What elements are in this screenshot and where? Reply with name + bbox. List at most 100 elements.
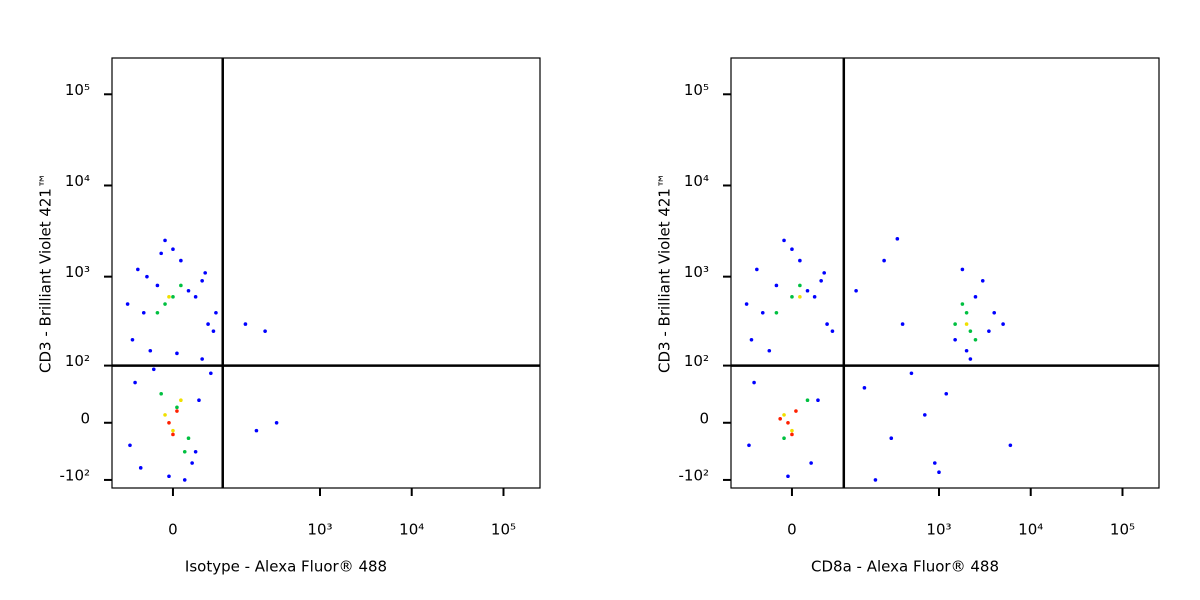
- event-point: [932, 461, 937, 465]
- event-point: [145, 274, 149, 279]
- event-point: [790, 428, 794, 433]
- y-axis-title: CD3 - Brilliant Violet 421™: [656, 173, 674, 373]
- event-point: [200, 279, 204, 283]
- event-point: [782, 238, 786, 243]
- plot-frame: [730, 57, 1160, 489]
- event-point: [973, 295, 978, 299]
- event-point: [179, 258, 183, 263]
- event-point: [136, 267, 140, 272]
- event-point: [171, 247, 175, 252]
- y-tick-label: 10⁵: [65, 81, 90, 99]
- event-point: [175, 409, 179, 413]
- event-point: [964, 311, 969, 315]
- event-point: [889, 436, 894, 441]
- event-point: [992, 311, 997, 315]
- event-point: [175, 405, 179, 410]
- event-point: [774, 283, 779, 288]
- event-point: [953, 338, 957, 342]
- event-point: [786, 474, 790, 479]
- event-point: [155, 311, 160, 315]
- event-point: [964, 348, 969, 353]
- y-tick-label: 10²: [65, 352, 90, 370]
- event-point: [155, 283, 160, 288]
- event-point: [182, 478, 187, 482]
- event-point: [171, 432, 175, 437]
- y-axis-title: CD3 - Brilliant Violet 421™: [37, 173, 55, 373]
- event-point: [163, 238, 167, 243]
- event-point: [798, 295, 802, 299]
- x-tick-label: 0: [168, 521, 178, 539]
- x-axis-title: Isotype - Alexa Fluor® 488: [185, 558, 387, 576]
- event-point: [895, 237, 900, 241]
- y-tick-label: 10²: [684, 352, 709, 370]
- y-tick-label: 10⁵: [684, 81, 709, 99]
- plot-panel: 0 10³ 10⁴ 10⁵ -10² 0 10² 10³ 10⁴ 10⁵ CD8a - Alexa …: [656, 57, 1160, 576]
- event-point: [186, 436, 191, 441]
- event-point: [128, 443, 132, 448]
- event-point: [171, 428, 175, 433]
- event-point: [968, 357, 973, 361]
- event-point: [197, 398, 201, 403]
- event-point: [148, 348, 153, 353]
- event-point: [179, 398, 183, 403]
- plot-panel: 0 10³ 10⁴ 10⁵ -10² 0 10² 10³ 10⁴ 10⁵ Isotype - Ale…: [37, 57, 541, 576]
- event-point: [747, 443, 751, 448]
- event-point: [790, 247, 794, 252]
- event-point: [167, 420, 171, 425]
- event-point: [774, 311, 779, 315]
- event-point: [873, 478, 878, 482]
- y-tick-label: 10³: [684, 263, 709, 281]
- event-point: [805, 288, 810, 293]
- event-point: [944, 391, 949, 396]
- event-point: [937, 470, 941, 475]
- y-tick-label: -10²: [59, 466, 90, 484]
- event-point: [1008, 443, 1013, 448]
- x-tick-label: 10⁵: [491, 521, 516, 539]
- event-point: [133, 380, 137, 385]
- event-point: [809, 461, 813, 465]
- event-point: [805, 398, 810, 403]
- x-tick-label: 10⁴: [399, 521, 424, 539]
- event-point: [159, 251, 163, 256]
- event-point: [782, 436, 786, 441]
- y-tick-label: 10⁴: [65, 172, 90, 190]
- event-point: [138, 466, 143, 470]
- event-point: [900, 322, 905, 326]
- x-tick-label: 10⁴: [1018, 521, 1043, 539]
- event-point: [179, 283, 183, 288]
- event-point: [163, 413, 167, 417]
- event-point: [953, 322, 957, 326]
- event-point: [816, 398, 820, 403]
- event-point: [182, 449, 187, 454]
- x-axis-title: CD8a - Alexa Fluor® 488: [811, 558, 999, 576]
- y-tick-label: 10³: [65, 263, 90, 281]
- event-point: [206, 322, 210, 326]
- event-point: [812, 295, 817, 299]
- y-tick-label: 0: [80, 409, 90, 427]
- event-point: [778, 417, 782, 421]
- event-point: [798, 283, 802, 288]
- event-point: [130, 338, 135, 342]
- event-point: [794, 409, 798, 413]
- event-point: [163, 302, 167, 306]
- event-point: [968, 329, 973, 333]
- event-point: [798, 258, 802, 263]
- event-point: [862, 386, 867, 390]
- event-point: [782, 413, 786, 417]
- event-point: [125, 302, 130, 306]
- plot-frame: [111, 57, 541, 489]
- event-point: [175, 351, 179, 356]
- event-point: [749, 338, 754, 342]
- event-point: [819, 279, 823, 283]
- event-point: [790, 432, 794, 437]
- event-point: [263, 329, 267, 333]
- event-point: [151, 367, 156, 372]
- event-point: [923, 413, 927, 417]
- event-point: [214, 311, 218, 315]
- event-point: [909, 371, 914, 376]
- event-point: [203, 271, 207, 275]
- y-tick-label: -10²: [678, 466, 709, 484]
- event-point: [209, 371, 213, 376]
- event-point: [186, 288, 191, 293]
- event-point: [167, 295, 171, 299]
